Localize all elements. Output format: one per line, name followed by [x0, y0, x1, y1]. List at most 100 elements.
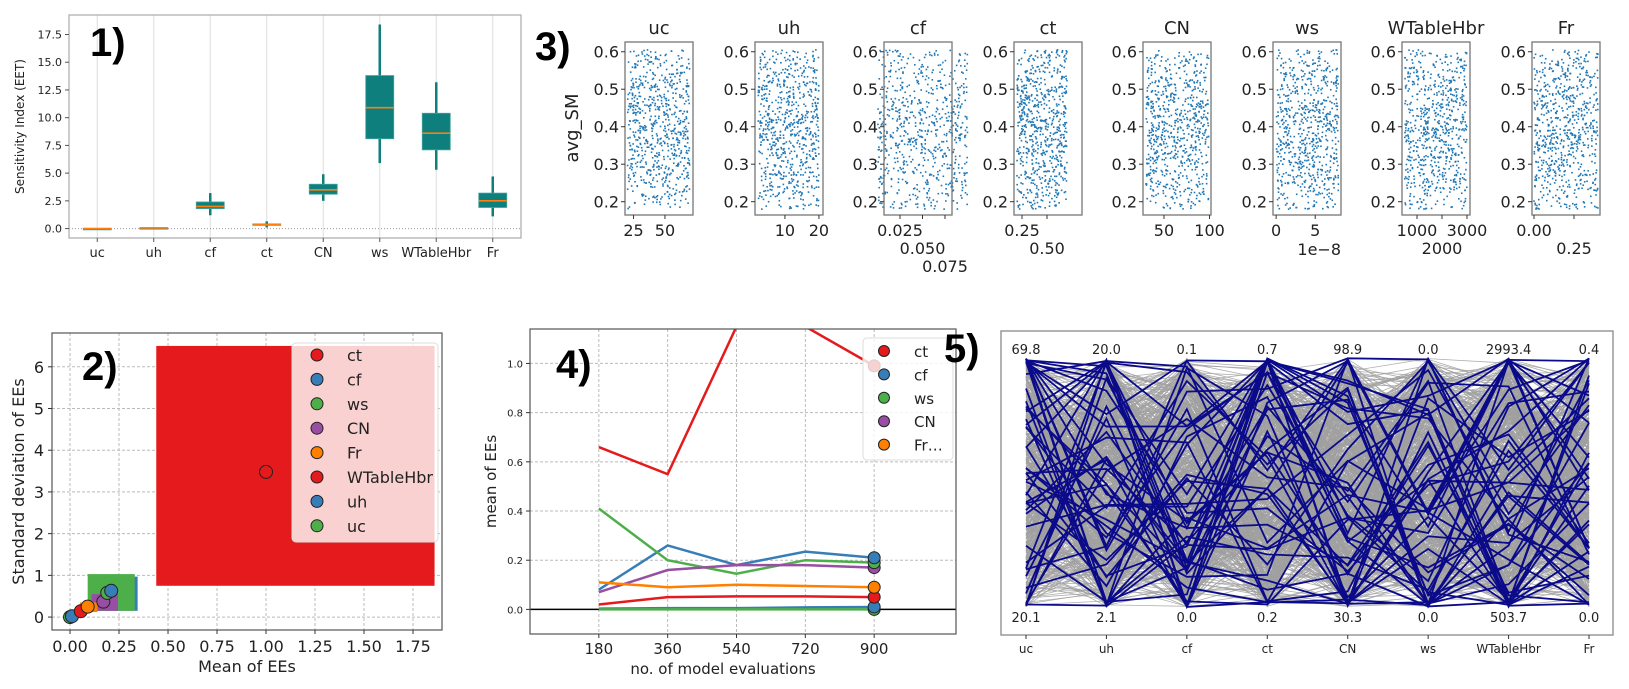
scatter-point: [1326, 170, 1329, 172]
scatter-point: [953, 148, 955, 151]
scatter-point: [799, 118, 802, 121]
scatter-point: [1428, 108, 1431, 110]
scatter-point: [937, 148, 939, 150]
scatter-point: [1439, 191, 1442, 194]
scatter-point: [1326, 122, 1329, 125]
scatter-point: [1283, 72, 1285, 75]
scatter-point: [638, 107, 640, 110]
scatter-point: [1185, 58, 1187, 60]
scatter-point: [1309, 142, 1311, 145]
scatter-point: [945, 97, 948, 100]
scatter-point: [807, 180, 809, 183]
subplot-CN: CN0.20.30.40.50.650 100: [1112, 18, 1225, 240]
scatter-point: [959, 126, 962, 129]
scatter-point: [1305, 118, 1307, 120]
scatter-point: [1315, 156, 1318, 159]
scatter-point: [775, 122, 778, 124]
scatter-point: [1027, 108, 1030, 110]
scatter-point: [961, 189, 964, 192]
scatter-point: [1026, 78, 1029, 80]
scatter-point: [1315, 193, 1317, 196]
scatter-point: [1299, 56, 1302, 58]
scatter-point: [638, 122, 641, 124]
scatter-point: [684, 138, 687, 140]
scatter-point: [811, 171, 814, 173]
scatter-point: [1304, 148, 1307, 151]
scatter-point: [1036, 66, 1038, 68]
scatter-point: [1160, 60, 1163, 62]
scatter-point: [1022, 118, 1024, 120]
scatter-point: [1151, 81, 1154, 84]
scatter-point: [939, 71, 941, 74]
scatter-point: [642, 126, 644, 129]
scatter-point: [921, 146, 924, 148]
scatter-point: [1407, 134, 1409, 136]
scatter-point: [783, 142, 786, 145]
scatter-point: [668, 193, 671, 196]
scatter-point: [897, 181, 900, 184]
scatter-point: [1043, 95, 1046, 97]
scatter-point: [1048, 56, 1051, 59]
scatter-point: [772, 71, 775, 74]
scatter-point: [1440, 138, 1443, 141]
scatter-point: [1415, 150, 1418, 153]
scatter-point: [1060, 150, 1062, 153]
scatter-point: [636, 165, 638, 168]
scatter-point: [1193, 81, 1195, 83]
scatter-point: [1409, 207, 1411, 210]
scatter-point: [783, 85, 785, 87]
scatter-point: [1200, 116, 1203, 118]
scatter-point: [881, 202, 883, 205]
scatter-point: [920, 152, 922, 154]
scatter-point: [1439, 110, 1442, 112]
scatter-point: [1028, 57, 1030, 60]
scatter-point: [674, 111, 676, 114]
scatter-point: [1451, 151, 1454, 154]
scatter-point: [1044, 140, 1047, 143]
scatter-point: [1149, 141, 1151, 144]
scatter-point: [668, 138, 670, 140]
scatter-point: [897, 178, 900, 180]
scatter-point: [632, 106, 635, 109]
scatter-point: [1453, 178, 1456, 180]
scatter-point: [1052, 126, 1055, 128]
scatter-point: [1036, 104, 1038, 107]
scatter-point: [1031, 112, 1033, 115]
scatter-point: [1298, 108, 1300, 111]
scatter-point: [1422, 147, 1425, 150]
scatter-point: [1045, 104, 1048, 106]
scatter-point: [761, 95, 763, 97]
scatter-point: [671, 84, 673, 87]
scatter-point: [1450, 62, 1452, 64]
scatter-point: [664, 76, 667, 79]
scatter-point: [1040, 56, 1043, 59]
scatter-point: [805, 167, 807, 170]
scatter-point: [1293, 202, 1295, 205]
scatter-point: [649, 170, 652, 172]
scatter-point: [1310, 185, 1312, 187]
scatter-point: [1187, 85, 1189, 88]
scatter-point: [628, 206, 631, 208]
scatter-point: [759, 151, 762, 154]
scatter-point: [1413, 145, 1416, 147]
scatter-point: [780, 205, 782, 208]
scatter-point: [762, 53, 765, 56]
scatter-point: [1065, 57, 1067, 60]
scatter-point: [674, 203, 676, 206]
scatter-point: [771, 126, 774, 129]
scatter-point: [660, 198, 662, 200]
scatter-point: [794, 192, 796, 194]
scatter-point: [1424, 188, 1427, 191]
scatter-point: [1194, 64, 1197, 66]
scatter-point: [1173, 136, 1175, 139]
scatter-point: [1177, 128, 1179, 131]
scatter-point: [772, 126, 775, 129]
scatter-point: [1033, 117, 1035, 120]
scatter-point: [1457, 88, 1459, 90]
scatter-point: [659, 95, 662, 97]
scatter-point: [790, 63, 792, 66]
scatter-point: [1314, 104, 1317, 106]
scatter-point: [1023, 84, 1026, 87]
scatter-point: [796, 51, 799, 54]
scatter-point: [1277, 122, 1280, 125]
